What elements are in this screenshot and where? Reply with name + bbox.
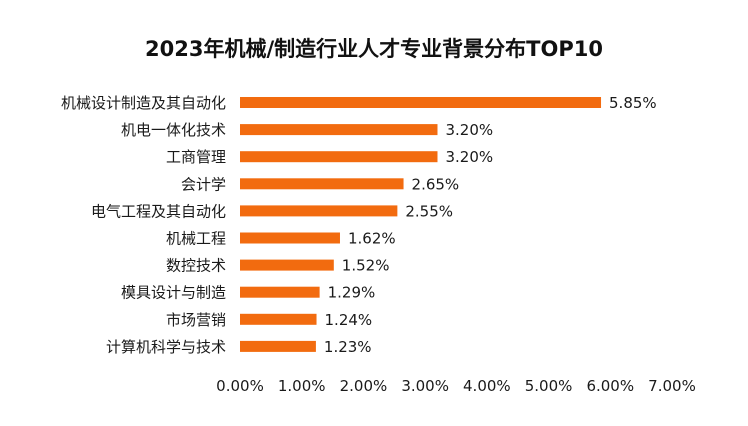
value-label: 2.65%: [412, 175, 460, 193]
bar: [240, 151, 438, 163]
value-label: 1.52%: [342, 257, 390, 275]
category-label: 机电一体化技术: [121, 121, 226, 139]
x-tick-label: 2.00%: [340, 377, 388, 395]
x-tick-label: 6.00%: [586, 377, 634, 395]
value-label: 1.23%: [324, 338, 372, 356]
category-label: 计算机科学与技术: [106, 338, 226, 356]
bar: [240, 97, 602, 108]
x-tick-label: 5.00%: [525, 377, 573, 395]
x-tick-label: 1.00%: [278, 377, 326, 395]
x-tick-label: 3.00%: [401, 377, 449, 395]
category-label: 电气工程及其自动化: [91, 202, 226, 220]
value-label: 2.55%: [405, 202, 453, 220]
value-label: 1.24%: [325, 311, 373, 329]
bar: [240, 205, 398, 217]
chart-title: 2023年机械/制造行业人才专业背景分布TOP10: [145, 37, 603, 61]
x-tick-label: 4.00%: [463, 377, 511, 395]
bar: [240, 313, 317, 325]
bar: [240, 340, 316, 352]
value-labels: 5.85% 3.20% 3.20% 2.65% 2.55% 1.62% 1.52% 1.29%…: [324, 94, 657, 356]
category-label: 工商管理: [166, 148, 226, 166]
bar: [240, 232, 340, 244]
category-label: 市场营销: [166, 311, 226, 329]
value-label: 3.20%: [445, 121, 493, 139]
category-labels: 机械设计制造及其自动化机电一体化技术工商管理会计学电气工程及其自动化机械工程数控…: [61, 94, 226, 356]
bar: [240, 286, 320, 298]
category-label: 机械设计制造及其自动化: [61, 94, 226, 112]
bar: [240, 124, 438, 136]
bar: [240, 178, 404, 190]
bars-group: [240, 97, 602, 352]
value-label: 5.85%: [609, 94, 657, 112]
category-label: 数控技术: [166, 257, 226, 275]
category-label: 机械工程: [166, 230, 226, 248]
bar: [240, 259, 334, 271]
value-label: 1.62%: [348, 230, 396, 248]
value-label: 3.20%: [445, 148, 493, 166]
value-label: 1.29%: [328, 284, 376, 302]
x-axis-ticks: 0.00% 1.00% 2.00% 3.00% 4.00% 5.00% 6.00% 7.00%: [216, 377, 696, 395]
category-label: 模具设计与制造: [121, 284, 226, 302]
x-tick-label: 0.00%: [216, 377, 264, 395]
x-tick-label: 7.00%: [648, 377, 696, 395]
category-label: 会计学: [181, 175, 226, 193]
